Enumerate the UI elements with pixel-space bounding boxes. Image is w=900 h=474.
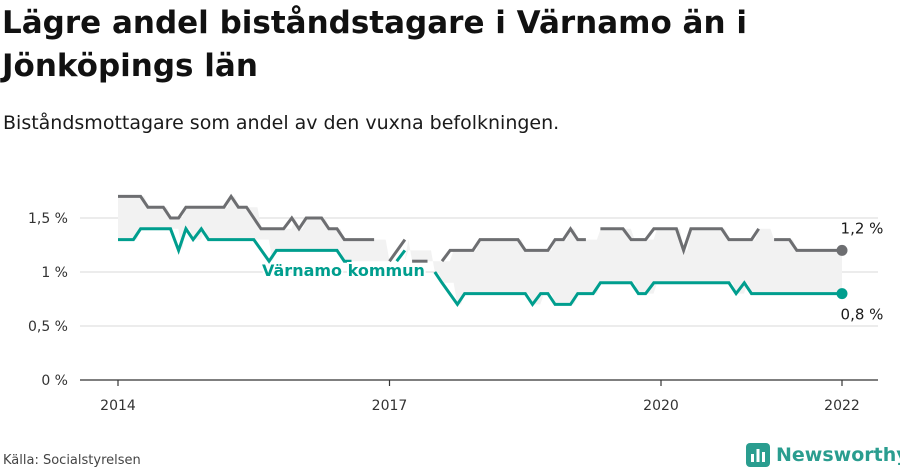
y-tick-label-0: 0 %: [41, 373, 68, 389]
chart-labels: 0 % 0,5 % 1 % 1,5 % 2014 2017 2020 2022 1,2 % 0,8…: [28, 211, 883, 414]
series-0-segment-0: [118, 193, 375, 242]
series-1-segment-1: [395, 249, 407, 263]
chart-title: Lägre andel biståndstagare i Värnamo än …: [2, 5, 747, 84]
band-area: [118, 196, 842, 305]
series-0-segment-1: [388, 238, 407, 263]
line-chart: 0 % 0,5 % 1 % 1,5 % 2014 2017 2020 2022 1,2 % 0,8…: [28, 193, 883, 414]
x-tick-label-2: 2020: [643, 398, 679, 414]
x-axis: [80, 379, 878, 386]
brand-logo: Newsworthy: [746, 440, 900, 470]
series-1-segment-0: [118, 225, 352, 264]
series-1-name-label: Värnamo kommun: [262, 261, 425, 280]
y-tick-label-2: 1 %: [41, 265, 68, 281]
series-0-end-label: 1,2 %: [841, 219, 884, 237]
series-1-end-point: [836, 288, 848, 300]
y-tick-label-1: 0,5 %: [28, 319, 68, 335]
x-tick-label-1: 2017: [372, 398, 408, 414]
brand-name: Newsworthy: [776, 444, 900, 466]
series-1-end-label: 0,8 %: [841, 306, 884, 324]
source-note: Källa: Socialstyrelsen: [3, 453, 141, 468]
x-tick-label-3: 2022: [824, 398, 860, 414]
y-tick-label-3: 1,5 %: [28, 211, 68, 227]
newsworthy-logo-icon: [746, 443, 770, 467]
series-lines: [118, 193, 848, 308]
difference-band: [118, 196, 842, 305]
series-0-segment-5: [774, 238, 842, 252]
series-0-segment-3: [440, 226, 586, 263]
x-tick-label-0: 2014: [100, 398, 136, 414]
series-0-segment-4: [600, 227, 760, 256]
chart-subtitle: Biståndsmottagare som andel av den vuxna…: [3, 112, 560, 134]
series-0-end-point: [836, 244, 848, 256]
series-1-segment-2: [433, 271, 842, 308]
